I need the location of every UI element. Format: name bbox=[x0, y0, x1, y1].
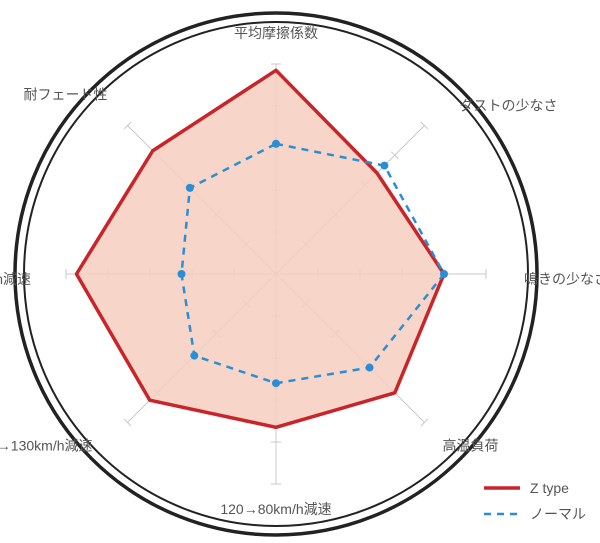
legend-label: ノーマル bbox=[530, 506, 586, 522]
radar-chart: 平均摩擦係数ダストの少なさ鳴きの少なさ高温負荷 120→80km/h減速 160→1… bbox=[0, 0, 600, 543]
axis-label: 120→80km/h減速 bbox=[220, 501, 331, 517]
axis-label: 200→170km/h減速 bbox=[0, 271, 31, 287]
axis-label: 160→130km/h減速 bbox=[0, 437, 93, 453]
radar-svg: 平均摩擦係数ダストの少なさ鳴きの少なさ高温負荷 120→80km/h減速 160→1… bbox=[0, 0, 600, 543]
axis-label: 鳴きの少なさ bbox=[524, 271, 600, 287]
axis-label: 耐フェード性 bbox=[24, 87, 108, 103]
axis-label: ダストの少なさ bbox=[459, 98, 557, 114]
legend-label: Z type bbox=[530, 480, 569, 496]
axis-label: 高温負荷 bbox=[442, 437, 498, 453]
axis-label: 平均摩擦係数 bbox=[234, 25, 318, 41]
